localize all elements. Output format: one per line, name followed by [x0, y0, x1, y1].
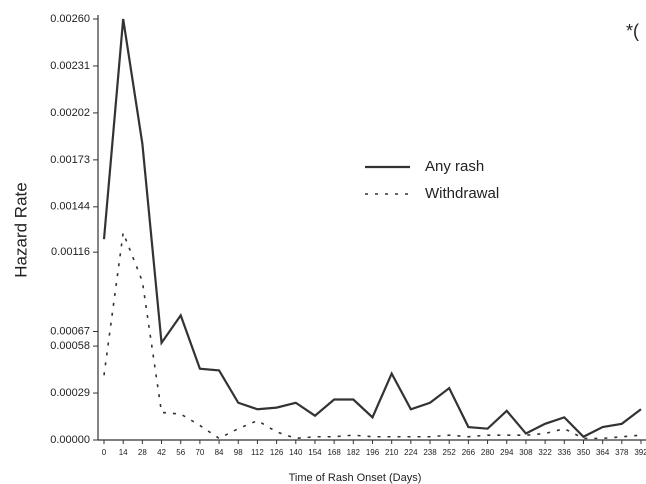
- x-tick-label: 280: [481, 448, 495, 457]
- y-tick-label: 0.00144: [50, 201, 90, 213]
- x-tick-label: 182: [347, 448, 361, 457]
- y-axis-title: Hazard Rate: [11, 182, 30, 277]
- x-tick-label: 84: [215, 448, 224, 457]
- x-tick-label: 154: [308, 448, 322, 457]
- y-tick-label: 0.00116: [51, 246, 90, 258]
- x-tick-label: 210: [385, 448, 399, 457]
- x-tick-label: 266: [462, 448, 476, 457]
- x-tick-label: 14: [119, 448, 128, 457]
- x-tick-label: 28: [138, 448, 147, 457]
- y-tick-label: 0.00058: [50, 340, 90, 352]
- x-tick-label: 42: [157, 448, 166, 457]
- x-tick-label: 112: [251, 448, 264, 457]
- annotation: *(: [626, 21, 639, 41]
- y-tick-label: 0.00067: [50, 325, 90, 337]
- x-tick-label: 0: [102, 448, 107, 457]
- y-tick-label: 0.00202: [50, 107, 90, 119]
- y-tick-label: 0.00260: [50, 13, 90, 25]
- x-tick-label: 392: [634, 448, 646, 457]
- x-tick-label: 56: [176, 448, 185, 457]
- x-tick-label: 252: [443, 448, 457, 457]
- x-tick-label: 364: [596, 448, 610, 457]
- x-axis-title: Time of Rash Onset (Days): [289, 472, 422, 484]
- x-tick-label: 70: [195, 448, 204, 457]
- x-tick-label: 196: [366, 448, 380, 457]
- y-tick-label: 0.00029: [50, 387, 90, 399]
- x-tick-label: 308: [519, 448, 533, 457]
- x-tick-label: 378: [615, 448, 629, 457]
- line-series: [102, 18, 642, 439]
- x-tick-label: 336: [558, 448, 572, 457]
- legend-label: Any rash: [425, 158, 484, 175]
- y-tick-label: 0.00173: [50, 154, 90, 166]
- y-tick-label: 0.00000: [50, 434, 90, 446]
- x-tick-label: 168: [327, 448, 341, 457]
- x-tick-label: 238: [423, 448, 437, 457]
- x-tick-label: 224: [404, 448, 418, 457]
- y-tick-label: 0.00231: [50, 60, 90, 72]
- x-tick-label: 98: [234, 448, 243, 457]
- x-tick-label: 126: [270, 448, 284, 457]
- x-tick-label: 140: [289, 448, 303, 457]
- x-tick-label: 322: [538, 448, 552, 457]
- x-tick-label: 294: [500, 448, 514, 457]
- legend-label: Withdrawal: [425, 185, 499, 202]
- x-tick-label: 350: [577, 448, 591, 457]
- line-series: [103, 229, 642, 440]
